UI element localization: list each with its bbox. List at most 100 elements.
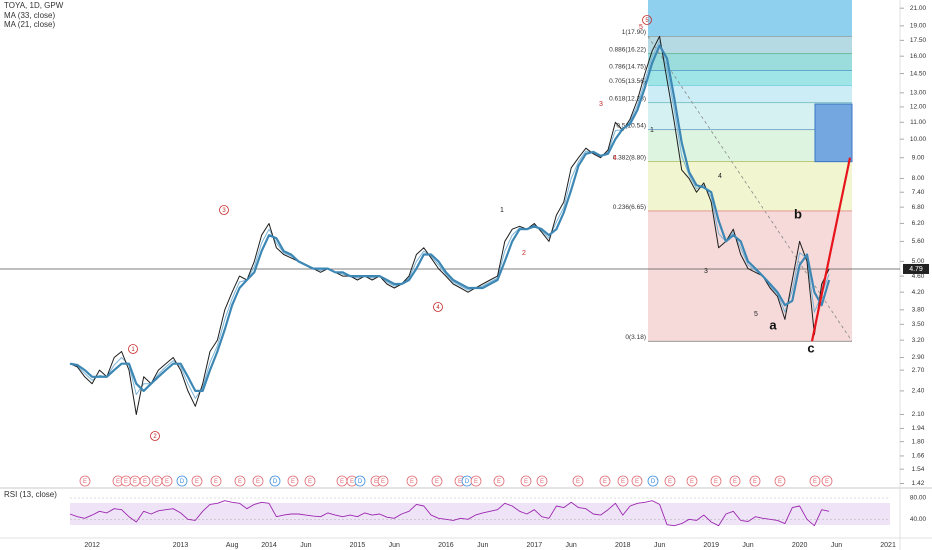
y-tick-label: 5.00 bbox=[912, 258, 925, 265]
event-label: E bbox=[143, 479, 147, 485]
event-label: E bbox=[733, 479, 737, 485]
y-tick-label: 13.00 bbox=[910, 90, 927, 97]
wave-label: 4 bbox=[613, 155, 617, 162]
event-label: E bbox=[124, 479, 128, 485]
ma33-legend: MA (33, close) bbox=[4, 11, 55, 20]
y-tick-label: 19.00 bbox=[910, 23, 927, 30]
event-marker bbox=[821, 475, 833, 487]
y-tick-label: 1.42 bbox=[912, 480, 925, 487]
y-tick-label: 7.40 bbox=[912, 189, 925, 196]
x-tick-label: Jun bbox=[300, 542, 311, 549]
y-tick-label: 1.54 bbox=[912, 466, 925, 473]
fib-level-label: 0(3.18) bbox=[625, 334, 646, 341]
event-label: D bbox=[465, 479, 470, 485]
event-label: D bbox=[273, 479, 278, 485]
y-tick-label: 2.10 bbox=[912, 411, 925, 418]
fib-zone bbox=[648, 85, 852, 103]
abc-label: c bbox=[807, 340, 814, 355]
abc-label: b bbox=[794, 206, 802, 221]
fib-level-label: 1(17.90) bbox=[622, 29, 646, 36]
fib-level-label: 0.786(14.75) bbox=[609, 63, 646, 70]
fib-zone bbox=[648, 53, 852, 71]
x-tick-label: 2016 bbox=[438, 542, 454, 549]
y-tick-label: 17.50 bbox=[910, 37, 927, 44]
event-marker bbox=[287, 475, 299, 487]
event-label: D bbox=[180, 479, 185, 485]
event-label: E bbox=[621, 479, 625, 485]
event-marker bbox=[710, 475, 722, 487]
symbol-legend: TOYA, 1D, GPW bbox=[4, 1, 64, 10]
event-marker bbox=[809, 475, 821, 487]
event-label: E bbox=[458, 479, 462, 485]
event-marker bbox=[617, 475, 629, 487]
abc-label: a bbox=[769, 317, 777, 332]
event-marker bbox=[493, 475, 505, 487]
y-tick-label: 3.50 bbox=[912, 321, 925, 328]
event-marker bbox=[269, 475, 281, 487]
event-label: E bbox=[381, 479, 385, 485]
y-tick-label: 2.90 bbox=[912, 354, 925, 361]
x-tick-label: Jun bbox=[477, 542, 488, 549]
event-label: E bbox=[214, 479, 218, 485]
event-marker bbox=[304, 475, 316, 487]
y-tick-label: 16.00 bbox=[910, 53, 927, 60]
event-label: E bbox=[410, 479, 414, 485]
y-tick-label: 5.60 bbox=[912, 238, 925, 245]
event-label: E bbox=[497, 479, 501, 485]
event-marker bbox=[161, 475, 173, 487]
wave-label-circled: 3 bbox=[222, 208, 226, 214]
event-marker bbox=[139, 475, 151, 487]
event-marker bbox=[686, 475, 698, 487]
wave-label-circled: 5 bbox=[645, 18, 649, 24]
x-tick-label: 2018 bbox=[615, 542, 631, 549]
wave-circle bbox=[128, 344, 138, 354]
event-label: E bbox=[635, 479, 639, 485]
event-label: E bbox=[256, 479, 260, 485]
fib-level-label: 0.705(13.56) bbox=[609, 78, 646, 85]
y-tick-label: 3.20 bbox=[912, 337, 925, 344]
last-price-box bbox=[903, 263, 929, 274]
event-label: E bbox=[374, 479, 378, 485]
event-marker bbox=[774, 475, 786, 487]
y-tick-label: 4.20 bbox=[912, 289, 925, 296]
x-tick-label: 2013 bbox=[173, 542, 189, 549]
event-label: E bbox=[435, 479, 439, 485]
event-label: E bbox=[690, 479, 694, 485]
event-label: E bbox=[813, 479, 817, 485]
y-tick-label: 8.00 bbox=[912, 175, 925, 182]
price-line bbox=[69, 35, 830, 415]
event-marker bbox=[572, 475, 584, 487]
event-marker bbox=[377, 475, 389, 487]
x-tick-label: 2020 bbox=[792, 542, 808, 549]
event-label: E bbox=[825, 479, 829, 485]
wave-label: 3 bbox=[704, 268, 708, 275]
x-tick-label: 2017 bbox=[527, 542, 543, 549]
x-tick-label: Jun bbox=[654, 542, 665, 549]
event-marker bbox=[406, 475, 418, 487]
fib-zone bbox=[648, 211, 852, 342]
y-tick-label: 2.40 bbox=[912, 388, 925, 395]
target-box bbox=[814, 103, 853, 163]
event-label: E bbox=[350, 479, 354, 485]
y-tick-label: 2.70 bbox=[912, 367, 925, 374]
x-tick-label: 2012 bbox=[84, 542, 100, 549]
event-marker bbox=[520, 475, 532, 487]
x-tick-label: 2014 bbox=[261, 542, 277, 549]
fib-zone bbox=[648, 161, 852, 212]
wave-label: 4 bbox=[718, 173, 722, 180]
y-tick-label: 4.60 bbox=[912, 273, 925, 280]
x-tick-label: Jun bbox=[566, 542, 577, 549]
fib-level-label: 0.236(6.65) bbox=[613, 204, 646, 211]
fib-zone bbox=[648, 36, 852, 54]
wave-circle bbox=[219, 205, 229, 215]
x-tick-label: 2021 bbox=[880, 542, 896, 549]
wave-circle bbox=[433, 302, 443, 312]
event-marker bbox=[79, 475, 91, 487]
wave-label-circled: 1 bbox=[131, 347, 135, 353]
event-label: E bbox=[714, 479, 718, 485]
event-label: E bbox=[603, 479, 607, 485]
event-marker bbox=[470, 475, 482, 487]
wave-label-circled: 4 bbox=[436, 305, 440, 311]
wave-label: 1 bbox=[650, 127, 654, 134]
event-label: E bbox=[474, 479, 478, 485]
